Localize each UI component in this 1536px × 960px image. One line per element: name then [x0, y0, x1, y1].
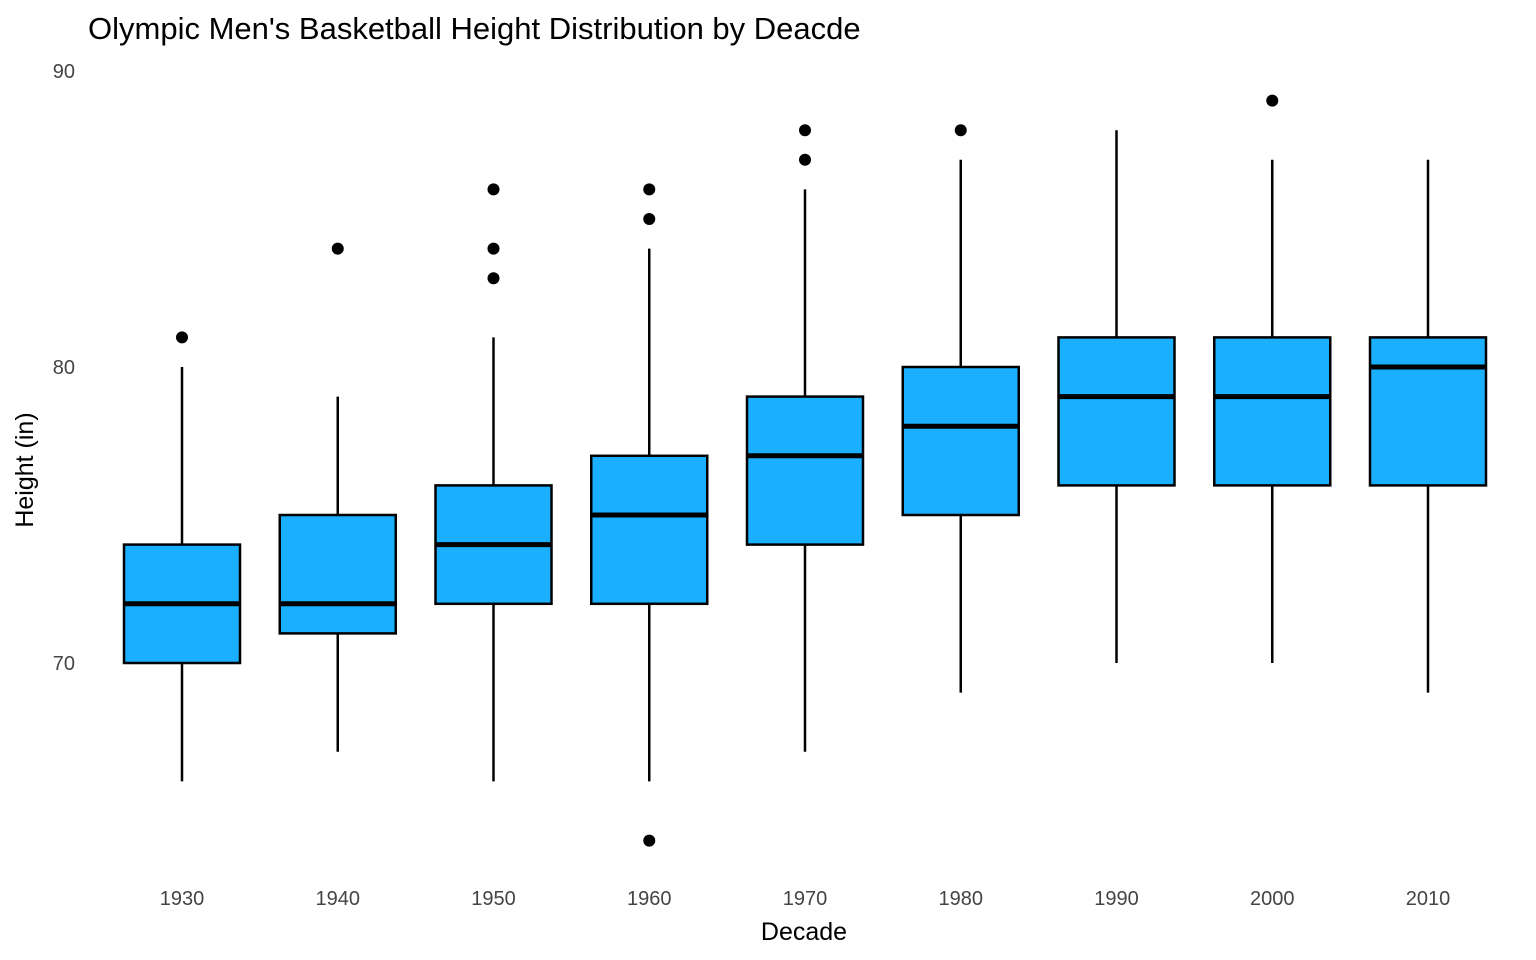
y-tick-label: 80 — [53, 357, 75, 379]
outlier-point — [331, 242, 344, 255]
outlier-point — [799, 124, 811, 137]
box-1980 — [901, 124, 1020, 693]
x-axis-ticks: 1930 1940 1950 1960 1970 1980 1990 2000 2010 — [160, 888, 1451, 910]
outlier-point — [643, 213, 656, 225]
box-1930 — [122, 331, 242, 782]
x-tick-label: 2000 — [1250, 888, 1295, 910]
box-1960 — [590, 183, 709, 847]
iqr-box — [590, 454, 709, 606]
x-tick-label: 2010 — [1406, 888, 1451, 910]
iqr-box — [1213, 336, 1332, 487]
iqr-box — [1368, 336, 1488, 487]
outlier-point — [1266, 94, 1279, 107]
iqr-box — [1057, 336, 1176, 487]
box-2000 — [1213, 94, 1332, 663]
box-1970 — [745, 124, 865, 752]
x-tick-label: 1950 — [471, 888, 516, 910]
box-2010 — [1368, 159, 1488, 693]
x-tick-label: 1940 — [316, 888, 361, 910]
iqr-box — [745, 395, 865, 546]
outlier-point — [643, 183, 656, 196]
x-tick-label: 1990 — [1094, 888, 1139, 910]
y-axis-title: Height (in) — [11, 412, 39, 527]
box-1950 — [434, 183, 553, 782]
outlier-point — [487, 242, 500, 255]
iqr-box — [901, 365, 1020, 517]
box-series — [122, 94, 1488, 847]
chart-title: Olympic Men's Basketball Height Distribu… — [88, 11, 861, 46]
box-1990 — [1057, 130, 1176, 663]
box-1940 — [278, 242, 397, 752]
x-tick-label: 1930 — [160, 888, 205, 910]
y-axis-ticks: 70 80 90 — [53, 61, 75, 675]
outlier-point — [487, 183, 500, 196]
y-tick-label: 90 — [53, 61, 75, 83]
outlier-point — [176, 331, 188, 344]
x-tick-label: 1980 — [939, 888, 984, 910]
y-tick-label: 70 — [53, 653, 75, 675]
x-tick-label: 1960 — [627, 888, 672, 910]
outlier-point — [643, 834, 656, 847]
x-axis-title: Decade — [761, 918, 847, 946]
outlier-point — [954, 124, 967, 137]
iqr-box — [278, 513, 397, 635]
outlier-point — [487, 272, 500, 285]
x-tick-label: 1970 — [783, 888, 828, 910]
outlier-point — [799, 153, 811, 166]
